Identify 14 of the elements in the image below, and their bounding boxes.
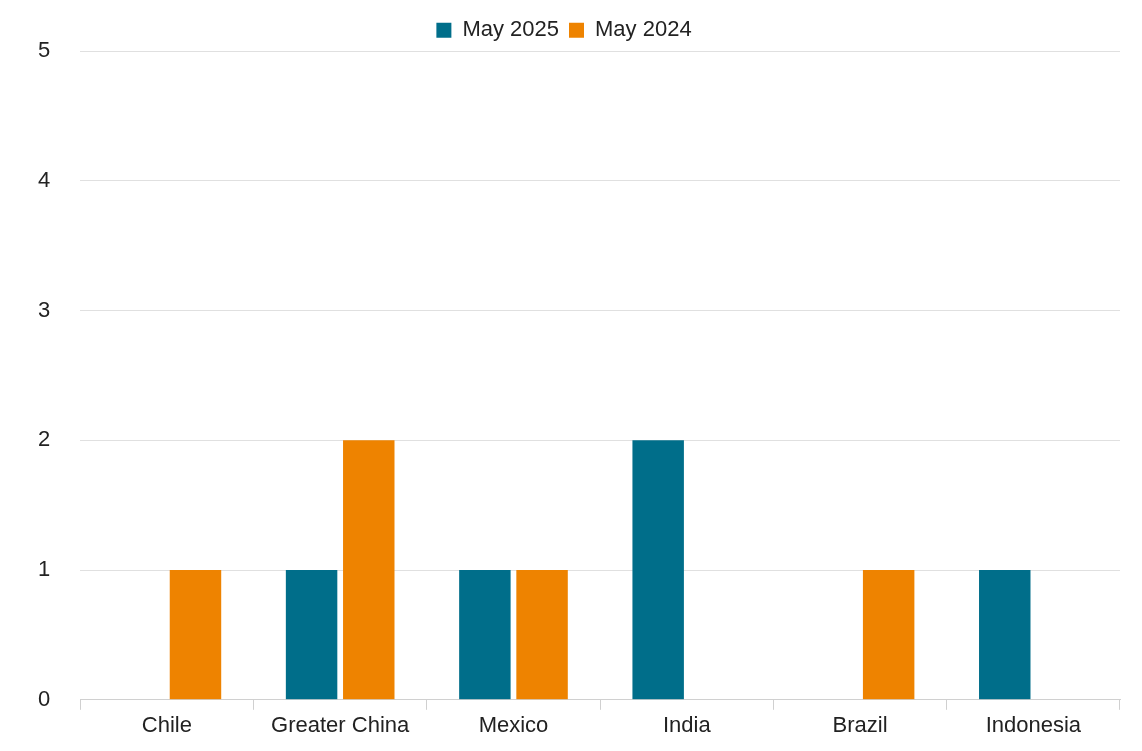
x-tick-label: Mexico bbox=[478, 712, 549, 738]
x-tick-label: Indonesia bbox=[985, 712, 1082, 738]
x-tick-label: Chile bbox=[141, 712, 192, 738]
x-tick-label: Brazil bbox=[832, 712, 888, 738]
x-tick-label: Greater China bbox=[271, 712, 411, 738]
y-tick-label: 4 bbox=[37, 166, 51, 192]
legend-label: May 2025 bbox=[462, 16, 560, 42]
y-tick-label: 1 bbox=[37, 556, 51, 582]
y-tick-label: 2 bbox=[37, 426, 51, 452]
y-tick-label: 3 bbox=[37, 296, 51, 322]
y-tick-label: 5 bbox=[37, 37, 51, 63]
x-tick-label: India bbox=[662, 712, 712, 738]
y-tick-label: 0 bbox=[37, 685, 51, 711]
legend-label: May 2024 bbox=[595, 16, 692, 42]
